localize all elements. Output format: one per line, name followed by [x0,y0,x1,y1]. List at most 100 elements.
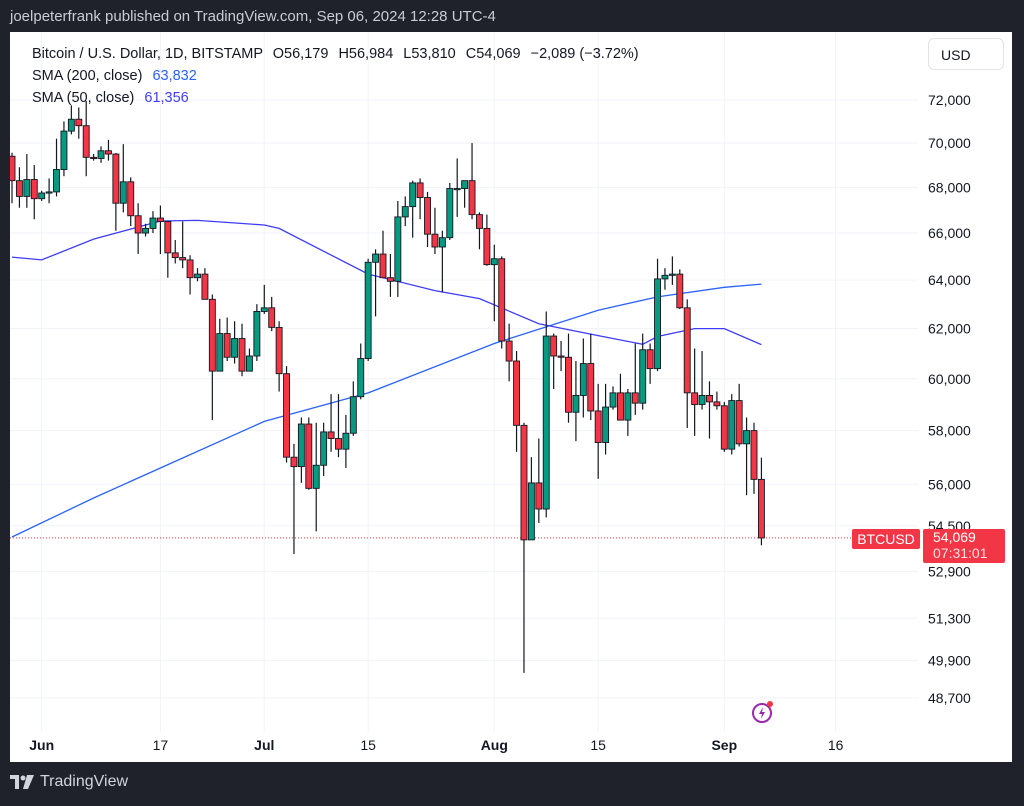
sma50-legend[interactable]: SMA (50, close) 61,356 [32,90,189,106]
candle-up [119,181,127,204]
y-tick-label: 64,000 [928,272,971,288]
candle-down [735,400,743,445]
candle-down [757,478,765,539]
sma200-label: SMA (200, close) [32,68,143,84]
candle-up [260,307,268,312]
candle-down [691,392,699,405]
candle-down [186,259,194,279]
candle-down [468,180,476,216]
candle-up [23,179,31,197]
chart-panel[interactable]: 72,000 70,000 68,000 66,000 64,000 62,000 60,0… [10,32,1012,762]
candle-up [342,432,350,450]
candle-up [38,192,46,200]
candle-down [565,356,572,413]
y-tick-label: 60,000 [928,371,971,387]
candle-down [305,423,313,489]
candle-up [349,396,357,434]
last-price-value: 54,069 [933,529,976,545]
candle-down [75,118,83,127]
candle-down [10,155,16,182]
y-tick-label: 52,900 [928,563,971,579]
candle-up [231,338,239,358]
sma200-legend[interactable]: SMA (200, close) 63,832 [32,68,197,84]
candle-down [290,456,298,468]
candle-up [572,394,580,413]
lightning-icon[interactable] [751,700,775,724]
brand-name: TradingView [40,773,129,790]
tradingview-logo-icon [10,775,34,789]
symbol-price-tag: BTCUSD [852,529,920,549]
candle-down [201,273,209,300]
candle-down [30,179,38,200]
candle-up [579,363,587,396]
candle-down [631,392,639,404]
sma50-label: SMA (50, close) [32,90,135,106]
candle-up [401,206,409,218]
candle-up [527,482,535,541]
y-tick-label: 72,000 [928,92,971,108]
bar-countdown: 07:31:01 [933,545,988,561]
candle-up [639,349,647,404]
candle-down [223,333,231,358]
candle-down [15,180,23,197]
candle-up [364,261,372,359]
candle-up [297,423,305,468]
candle-up [461,180,469,189]
candle-down [587,363,595,412]
x-tick-label: 16 [828,737,844,753]
candle-down [505,340,513,362]
candle-up [743,430,751,445]
sma200-value: 63,832 [152,68,197,84]
last-price-label: 54,069 07:31:01 [923,529,1005,563]
candle-down [379,253,387,279]
candle-up [602,406,610,443]
candle-up [438,237,446,248]
candle-down [416,182,424,198]
candle-down [283,373,290,458]
candle-down [424,197,431,235]
candle-down [535,482,543,510]
candle-down [335,438,342,450]
x-tick-label: 15 [590,737,606,753]
y-tick-label: 58,000 [928,423,971,439]
candle-up [542,335,550,510]
candlestick-chart[interactable]: 72,000 70,000 68,000 66,000 64,000 62,000 60,0… [10,32,1012,762]
candle-up [312,464,320,489]
candle-down [550,335,558,357]
candle-up [253,311,261,357]
candle-down [706,394,713,403]
candle-down [683,307,691,394]
y-tick-label: 51,300 [928,610,971,626]
tradingview-logo[interactable]: TradingView [10,773,128,791]
x-tick-label: 15 [360,737,376,753]
y-tick-label: 56,000 [928,476,971,492]
currency-button[interactable]: USD [928,38,1004,70]
candle-down [268,307,276,328]
y-tick-label: 70,000 [928,135,971,151]
candle-up [698,394,706,405]
candle-up [624,392,632,421]
y-tick-label: 62,000 [928,321,971,337]
candle-up [668,273,676,276]
candle-up [194,273,201,279]
x-tick-label: 17 [153,737,169,753]
candle-down [327,431,335,439]
candle-down [238,338,246,372]
candle-down [171,252,179,259]
symbol-legend: Bitcoin / U.S. Dollar, 1D, BITSTAMP O56,… [32,46,639,62]
low-value: L53,810 [403,46,456,62]
x-tick-label: Jun [29,737,54,753]
candle-up [149,217,157,229]
sma50-line [11,219,762,346]
candle-down [513,360,521,426]
y-tick-label: 66,000 [928,225,971,241]
candle-up [216,333,224,372]
candle-up [53,169,60,193]
y-tick-label: 68,000 [928,179,971,195]
candle-down [386,277,394,282]
candle-down [676,273,684,309]
change-value: −2,089 (−3.72%) [530,46,639,62]
candle-down [750,430,758,480]
candle-down [82,125,90,158]
candle-up [446,188,454,239]
